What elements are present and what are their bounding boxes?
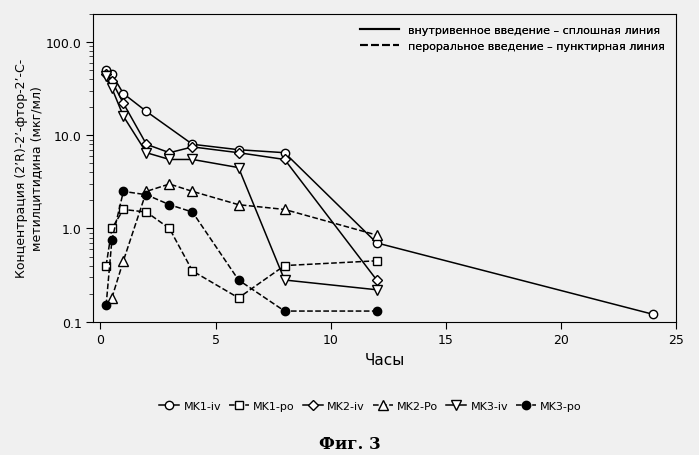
MK3-po <box>188 210 196 215</box>
Legend: MK1-iv, MK1-po, MK2-iv, MK2-Po, MK3-iv, MK3-po: MK1-iv, MK1-po, MK2-iv, MK2-Po, MK3-iv, … <box>154 396 586 415</box>
MK3-iv <box>373 288 381 293</box>
MK3-iv <box>165 157 173 163</box>
MK1-po <box>120 207 128 213</box>
MK1-iv <box>280 151 289 156</box>
MK1-po <box>142 210 150 215</box>
MK2-iv <box>280 157 289 163</box>
Line: MK1-po: MK1-po <box>102 206 381 303</box>
MK2-iv <box>188 145 196 150</box>
MK2-iv <box>142 142 150 148</box>
MK1-po <box>234 295 243 301</box>
MK2-iv <box>120 101 128 107</box>
MK2-iv <box>373 278 381 283</box>
X-axis label: Часы: Часы <box>365 352 405 367</box>
MK1-po <box>188 268 196 274</box>
MK2-iv <box>108 79 116 85</box>
MK3-po <box>234 278 243 283</box>
MK1-iv <box>373 241 381 246</box>
MK1-po <box>165 226 173 232</box>
MK1-po <box>102 263 110 269</box>
MK3-iv <box>108 86 116 92</box>
MK2-iv <box>165 151 173 156</box>
MK1-iv <box>102 68 110 74</box>
Legend: внутривенное введение – сплошная линия, пероральное введение – пунктирная линия: внутривенное введение – сплошная линия, … <box>355 20 670 57</box>
MK1-po <box>373 258 381 264</box>
Line: MK1-iv: MK1-iv <box>102 67 657 319</box>
MK3-po <box>165 202 173 208</box>
MK3-po <box>102 303 110 308</box>
Text: Фиг. 3: Фиг. 3 <box>319 435 380 452</box>
MK3-iv <box>120 114 128 120</box>
MK3-iv <box>142 151 150 156</box>
MK2-Po <box>108 295 116 301</box>
MK1-po <box>108 226 116 232</box>
MK1-iv <box>188 142 196 148</box>
MK3-iv <box>188 157 196 163</box>
MK1-iv <box>649 312 657 317</box>
MK2-Po <box>373 233 381 238</box>
MK2-Po <box>165 182 173 187</box>
MK3-po <box>108 238 116 243</box>
MK3-iv <box>102 74 110 80</box>
MK2-iv <box>234 151 243 156</box>
MK1-iv <box>142 110 150 115</box>
MK1-iv <box>108 72 116 78</box>
Line: MK3-iv: MK3-iv <box>101 72 382 295</box>
MK3-po <box>120 189 128 195</box>
MK1-iv <box>120 91 128 97</box>
MK3-po <box>280 308 289 314</box>
MK1-po <box>280 263 289 269</box>
MK2-Po <box>142 189 150 195</box>
MK2-Po <box>280 207 289 213</box>
MK1-iv <box>234 147 243 153</box>
MK2-Po <box>120 258 128 264</box>
MK3-po <box>142 192 150 198</box>
MK2-Po <box>234 202 243 208</box>
MK2-iv <box>102 72 110 78</box>
Line: MK2-iv: MK2-iv <box>103 72 380 284</box>
Line: MK2-Po: MK2-Po <box>107 180 382 303</box>
MK2-Po <box>188 189 196 195</box>
Line: MK3-po: MK3-po <box>102 188 381 315</box>
MK3-po <box>373 308 381 314</box>
MK3-iv <box>234 166 243 171</box>
MK3-iv <box>280 278 289 283</box>
Y-axis label: Концентрация (2’R)-2’-фтор-2’-С-
метилцитидина (мкг/мл): Концентрация (2’R)-2’-фтор-2’-С- метилци… <box>15 59 43 278</box>
